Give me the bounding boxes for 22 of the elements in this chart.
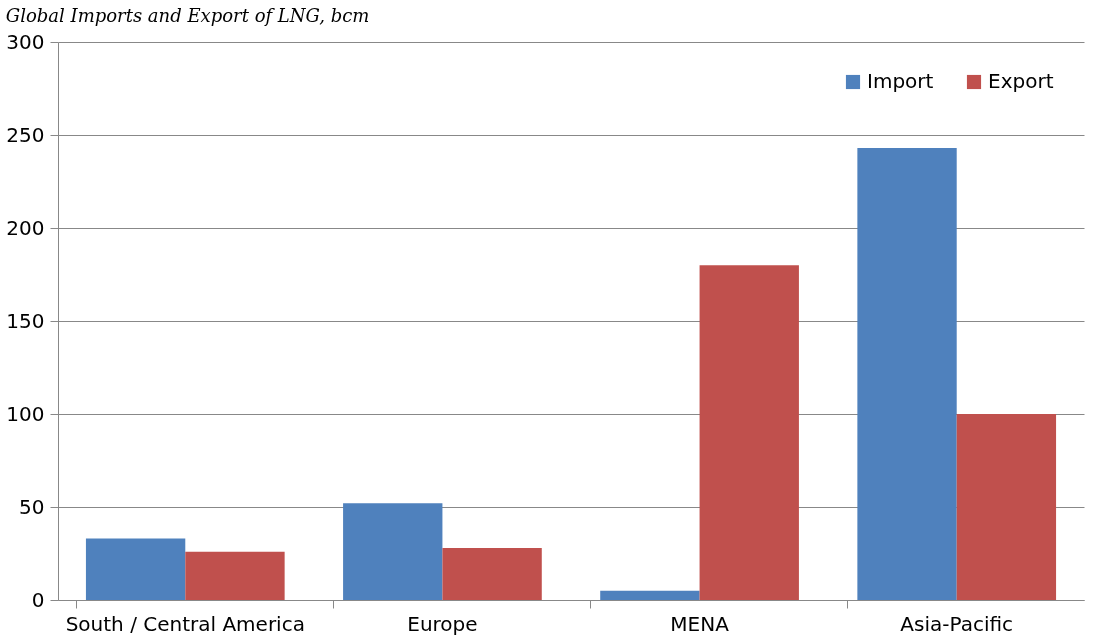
y-tick-label: 250: [6, 122, 45, 147]
bar: [600, 590, 700, 600]
bar: [85, 538, 186, 600]
bar: [956, 414, 1057, 600]
y-tick-label: 100: [6, 401, 45, 426]
x-tick-label: MENA: [670, 611, 730, 636]
legend-label: Import: [867, 69, 934, 93]
x-tick-label: South / Central America: [65, 611, 305, 636]
y-tick-label: 300: [6, 29, 45, 54]
chart-title: Global Imports and Export of LNG, bcm: [5, 5, 370, 26]
bar: [857, 148, 957, 600]
y-tick-label: 0: [31, 587, 45, 612]
y-tick-label: 200: [6, 215, 45, 240]
y-tick-label: 150: [6, 308, 45, 333]
y-tick-label: 50: [19, 494, 45, 519]
x-tick-label: Europe: [407, 611, 478, 636]
bar: [699, 265, 799, 600]
bar: [185, 551, 285, 600]
x-tick-label: Asia-Pacific: [900, 611, 1014, 636]
bar: [343, 503, 443, 600]
bar: [442, 547, 542, 600]
legend-label: Export: [988, 69, 1054, 93]
